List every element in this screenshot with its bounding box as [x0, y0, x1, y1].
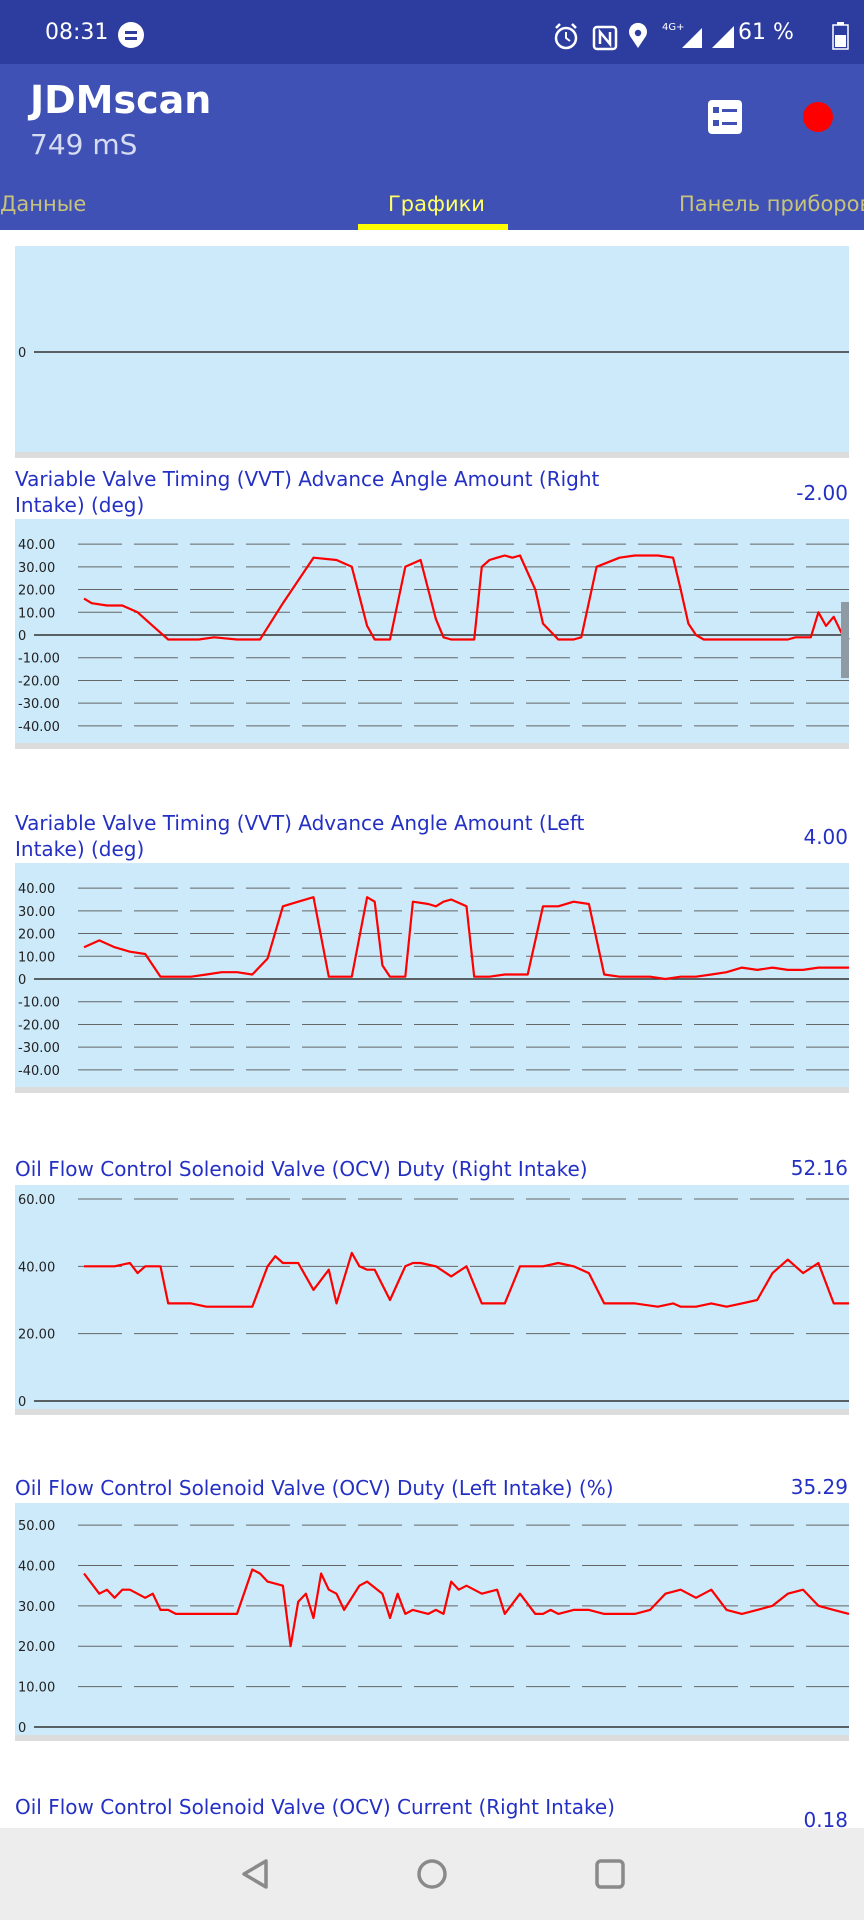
chart-blank: 0: [15, 246, 849, 458]
chart-value: -2.00: [796, 481, 848, 505]
status-bar: 08:31 4G+ 61 %: [0, 0, 864, 64]
navigation-bar: [0, 1828, 864, 1920]
location-icon: [629, 22, 647, 48]
record-icon[interactable]: [803, 102, 833, 132]
chart-vvt-right-intake: 40.00 30.00 20.00 10.00 0 -10.00 -20.00 -30.00 -…: [15, 519, 850, 749]
nfc-icon: [592, 25, 618, 51]
chart-ocv-duty-left-intake: 50.00 40.00 30.00 20.00 10.00 0: [15, 1503, 850, 1741]
y-tick-label: 40.00: [18, 1260, 55, 1275]
chart-value: 35.29: [790, 1475, 848, 1499]
chart-separator: [15, 452, 849, 458]
list-view-icon[interactable]: [708, 100, 742, 134]
home-icon[interactable]: [417, 1859, 447, 1889]
y-tick-label: -30.00: [18, 1041, 60, 1056]
y-tick-label: -10.00: [18, 996, 60, 1011]
y-tick-label: 0: [18, 346, 26, 361]
status-icons: 4G+ 61 %: [534, 0, 864, 64]
series-line: [84, 1251, 849, 1308]
app-title: JDMscan: [30, 78, 212, 122]
app-bar: JDMscan 749 mS: [0, 64, 864, 170]
y-tick-label: 0: [18, 1721, 26, 1736]
chart-title: Variable Valve Timing (VVT) Advance Angl…: [15, 467, 600, 517]
chart-separator: [15, 1409, 849, 1415]
y-tick-label: 30.00: [18, 561, 55, 576]
plot-area: [15, 1503, 849, 1741]
charts-list[interactable]: 0 Variable Valve Timing (VVT) Advance An…: [0, 230, 864, 1828]
y-tick-label: 40.00: [18, 1559, 55, 1574]
y-tick-label: 20.00: [18, 584, 55, 599]
tab-dashboard[interactable]: Панель приборов: [679, 192, 864, 216]
plot-area: [15, 863, 849, 1093]
plot-area: [15, 519, 849, 749]
y-tick-label: -20.00: [18, 674, 60, 689]
scrollbar-thumb[interactable]: [841, 602, 849, 678]
y-tick-label: 30.00: [18, 905, 55, 920]
y-tick-label: 20.00: [18, 1328, 55, 1343]
y-tick-label: 40.00: [18, 882, 55, 897]
y-tick-label: -40.00: [18, 720, 60, 735]
series-line: [83, 554, 850, 641]
chart-value: 0.18: [803, 1808, 848, 1828]
y-tick-label: 20.00: [18, 928, 55, 943]
chart-ocv-duty-right-intake: 60.00 40.00 20.00 0: [15, 1185, 849, 1415]
y-tick-label: 0: [18, 629, 26, 644]
status-time: 08:31: [45, 20, 109, 45]
active-tab-indicator: [358, 224, 508, 230]
y-tick-label: 0: [18, 1395, 26, 1410]
tab-bar: Данные Графики Панель приборов: [0, 170, 864, 230]
series-line: [83, 896, 849, 981]
chart-title: Oil Flow Control Solenoid Valve (OCV) Du…: [15, 1476, 614, 1500]
y-tick-label: 50.00: [18, 1519, 55, 1534]
y-tick-label: 30.00: [18, 1600, 55, 1615]
plot-area: [15, 1185, 849, 1415]
chart-separator: [15, 1087, 849, 1093]
chart-title: Oil Flow Control Solenoid Valve (OCV) Cu…: [15, 1795, 615, 1819]
y-tick-label: 10.00: [18, 606, 55, 621]
y-tick-label: 10.00: [18, 950, 55, 965]
y-tick-label: 0: [18, 973, 26, 988]
battery-icon: [832, 22, 849, 50]
alarm-icon: [554, 23, 578, 50]
y-tick-label: -20.00: [18, 1018, 60, 1033]
y-tick-label: 10.00: [18, 1681, 55, 1696]
chat-icon: [118, 22, 144, 48]
battery-level: 61 %: [738, 20, 794, 45]
series-line: [83, 1568, 850, 1648]
chart-separator: [15, 1735, 849, 1741]
y-tick-label: 60.00: [18, 1193, 55, 1208]
recents-icon[interactable]: [595, 1859, 625, 1889]
chart-separator: [15, 743, 849, 749]
y-tick-label: -10.00: [18, 652, 60, 667]
chart-value: 52.16: [790, 1156, 848, 1180]
y-tick-label: 20.00: [18, 1640, 55, 1655]
response-time: 749 mS: [30, 128, 138, 161]
tab-graphs[interactable]: Графики: [388, 192, 485, 216]
chart-vvt-left-intake: 40.00 30.00 20.00 10.00 0 -10.00 -20.00 -30.00 -…: [15, 863, 849, 1093]
signal-icon: 4G+: [662, 22, 734, 48]
y-tick-label: -40.00: [18, 1064, 60, 1079]
y-tick-label: -30.00: [18, 697, 60, 712]
y-tick-label: 40.00: [18, 538, 55, 553]
network-type: 4G+: [662, 22, 685, 33]
chart-value: 4.00: [803, 825, 848, 849]
chart-title: Variable Valve Timing (VVT) Advance Angl…: [15, 811, 585, 861]
back-icon[interactable]: [242, 1859, 268, 1889]
tab-data[interactable]: Данные: [0, 192, 87, 216]
